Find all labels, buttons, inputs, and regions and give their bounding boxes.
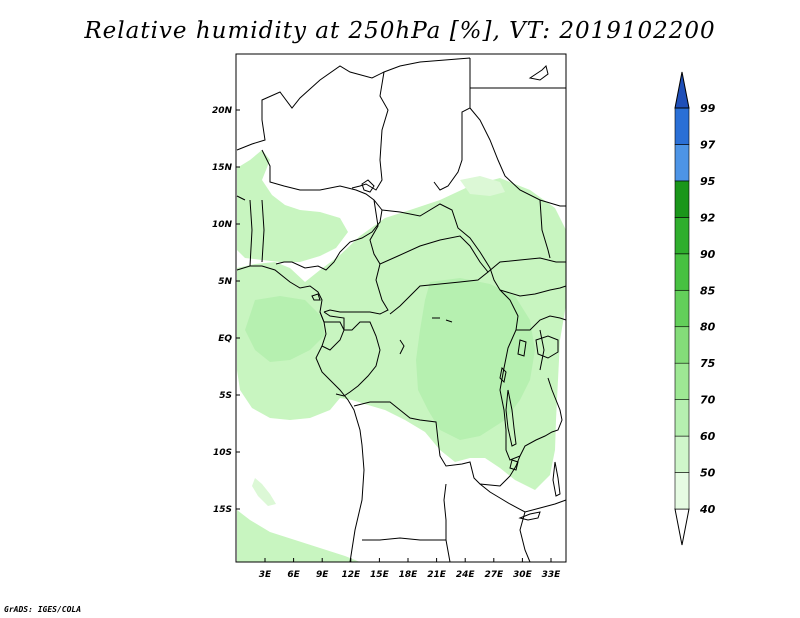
border-zambia-malawi bbox=[479, 483, 567, 563]
lake-mweru bbox=[509, 459, 519, 471]
colorbar-band bbox=[674, 217, 690, 255]
lat-tick-label: 20N bbox=[212, 106, 233, 116]
colorbar-level-label: 90 bbox=[700, 248, 716, 261]
colorbar-level-label: 85 bbox=[700, 284, 716, 297]
lat-tick-label: 5N bbox=[218, 277, 232, 287]
colorbar-band bbox=[674, 362, 690, 400]
border-congo bbox=[323, 311, 381, 397]
colorbar-band bbox=[674, 180, 690, 218]
lon-tick-label: 33E bbox=[542, 570, 562, 580]
humidity-region-south-plume bbox=[237, 510, 360, 562]
lon-tick-label: 21E bbox=[427, 570, 447, 580]
border-nigeria bbox=[261, 149, 383, 271]
red-sea-islands bbox=[528, 65, 549, 81]
colorbar-level-label: 75 bbox=[700, 357, 716, 370]
lon-tick-label: 15E bbox=[370, 570, 390, 580]
border-benin-togo bbox=[236, 195, 265, 267]
lon-tick-label: 30E bbox=[513, 570, 533, 580]
lake-tanganyika bbox=[505, 389, 517, 447]
colorbar-band bbox=[674, 253, 690, 291]
lat-tick-label: 10N bbox=[212, 220, 233, 230]
border-drc-angola bbox=[353, 377, 563, 487]
lon-tick-label: 27E bbox=[484, 570, 504, 580]
colorbar-band bbox=[674, 144, 690, 182]
lon-tick-label: 3E bbox=[259, 570, 272, 580]
credit-label: GrADS: IGES/COLA bbox=[4, 605, 81, 614]
humidity-region-east bbox=[416, 278, 535, 440]
longitude-axis: 3E 6E 9E 12E 15E 18E 21E 24E 27E 30E 33E bbox=[259, 558, 561, 580]
border-sahara bbox=[236, 57, 471, 191]
colorbar-level-label: 92 bbox=[700, 211, 716, 224]
lat-tick-label: EQ bbox=[218, 334, 232, 344]
border-cameroon bbox=[323, 199, 389, 315]
border-niger-chad bbox=[351, 71, 389, 191]
lon-tick-label: 24E bbox=[456, 570, 476, 580]
colorbar-band bbox=[674, 326, 690, 364]
colorbar-upper-triangle bbox=[674, 71, 690, 109]
lat-tick-label: 10S bbox=[213, 448, 232, 458]
lake-albert bbox=[517, 339, 527, 357]
colorbar-band bbox=[674, 435, 690, 473]
colorbar-band bbox=[674, 399, 690, 437]
colorbar-level-label: 40 bbox=[699, 503, 716, 516]
lon-tick-label: 12E bbox=[341, 570, 361, 580]
river-congo-1 bbox=[399, 317, 453, 355]
border-angola-zambia bbox=[362, 483, 451, 563]
colorbar-level-label: 80 bbox=[700, 321, 716, 334]
lon-tick-label: 18E bbox=[399, 570, 419, 580]
colorbar-level-label: 99 bbox=[700, 102, 716, 115]
lat-tick-label: 15S bbox=[213, 505, 232, 515]
border-chad-car bbox=[381, 203, 567, 297]
border-gabon bbox=[319, 311, 345, 351]
colorbar-level-label: 97 bbox=[700, 138, 716, 151]
border-uganda-kenya bbox=[516, 315, 567, 371]
lake-victoria bbox=[535, 335, 559, 359]
lon-tick-label: 9E bbox=[316, 570, 329, 580]
country-boundaries bbox=[236, 57, 567, 563]
map-border bbox=[235, 53, 567, 563]
border-sudan bbox=[469, 87, 566, 207]
colorbar-level-label: 60 bbox=[700, 430, 716, 443]
humidity-region-gabon bbox=[245, 296, 325, 362]
colorbar-level-label: 50 bbox=[700, 467, 716, 480]
colorbar-band bbox=[674, 289, 690, 328]
lon-tick-label: 6E bbox=[287, 570, 300, 580]
lat-tick-label: 5S bbox=[219, 391, 232, 401]
colorbar-level-label: 95 bbox=[700, 175, 716, 188]
island-bioko bbox=[311, 293, 321, 301]
latitude-axis: 20N 15N 10N 5N EQ 5S 10S 15S bbox=[212, 106, 240, 515]
colorbar-band bbox=[674, 107, 690, 145]
lake-malawi bbox=[552, 461, 561, 497]
humidity-region-north-east bbox=[460, 176, 505, 196]
lake-kariba bbox=[518, 511, 541, 521]
colorbar-level-label: 70 bbox=[700, 394, 716, 407]
colorbar-lower-triangle bbox=[674, 508, 690, 546]
humidity-region-north-west bbox=[237, 150, 348, 262]
lake-chad bbox=[361, 179, 375, 193]
map-frame bbox=[235, 53, 567, 563]
colorbar: 40 50 60 70 75 80 85 90 92 95 97 99 bbox=[674, 71, 716, 546]
map-title: Relative humidity at 250hPa [%], VT: 201… bbox=[84, 18, 716, 44]
lat-tick-label: 15N bbox=[212, 163, 233, 173]
colorbar-band bbox=[674, 472, 690, 510]
humidity-shading bbox=[237, 150, 566, 562]
lake-kivu bbox=[499, 366, 507, 384]
border-drc-east bbox=[499, 289, 521, 461]
border-south-sudan bbox=[487, 199, 566, 273]
humidity-region-south-streak bbox=[252, 478, 276, 506]
